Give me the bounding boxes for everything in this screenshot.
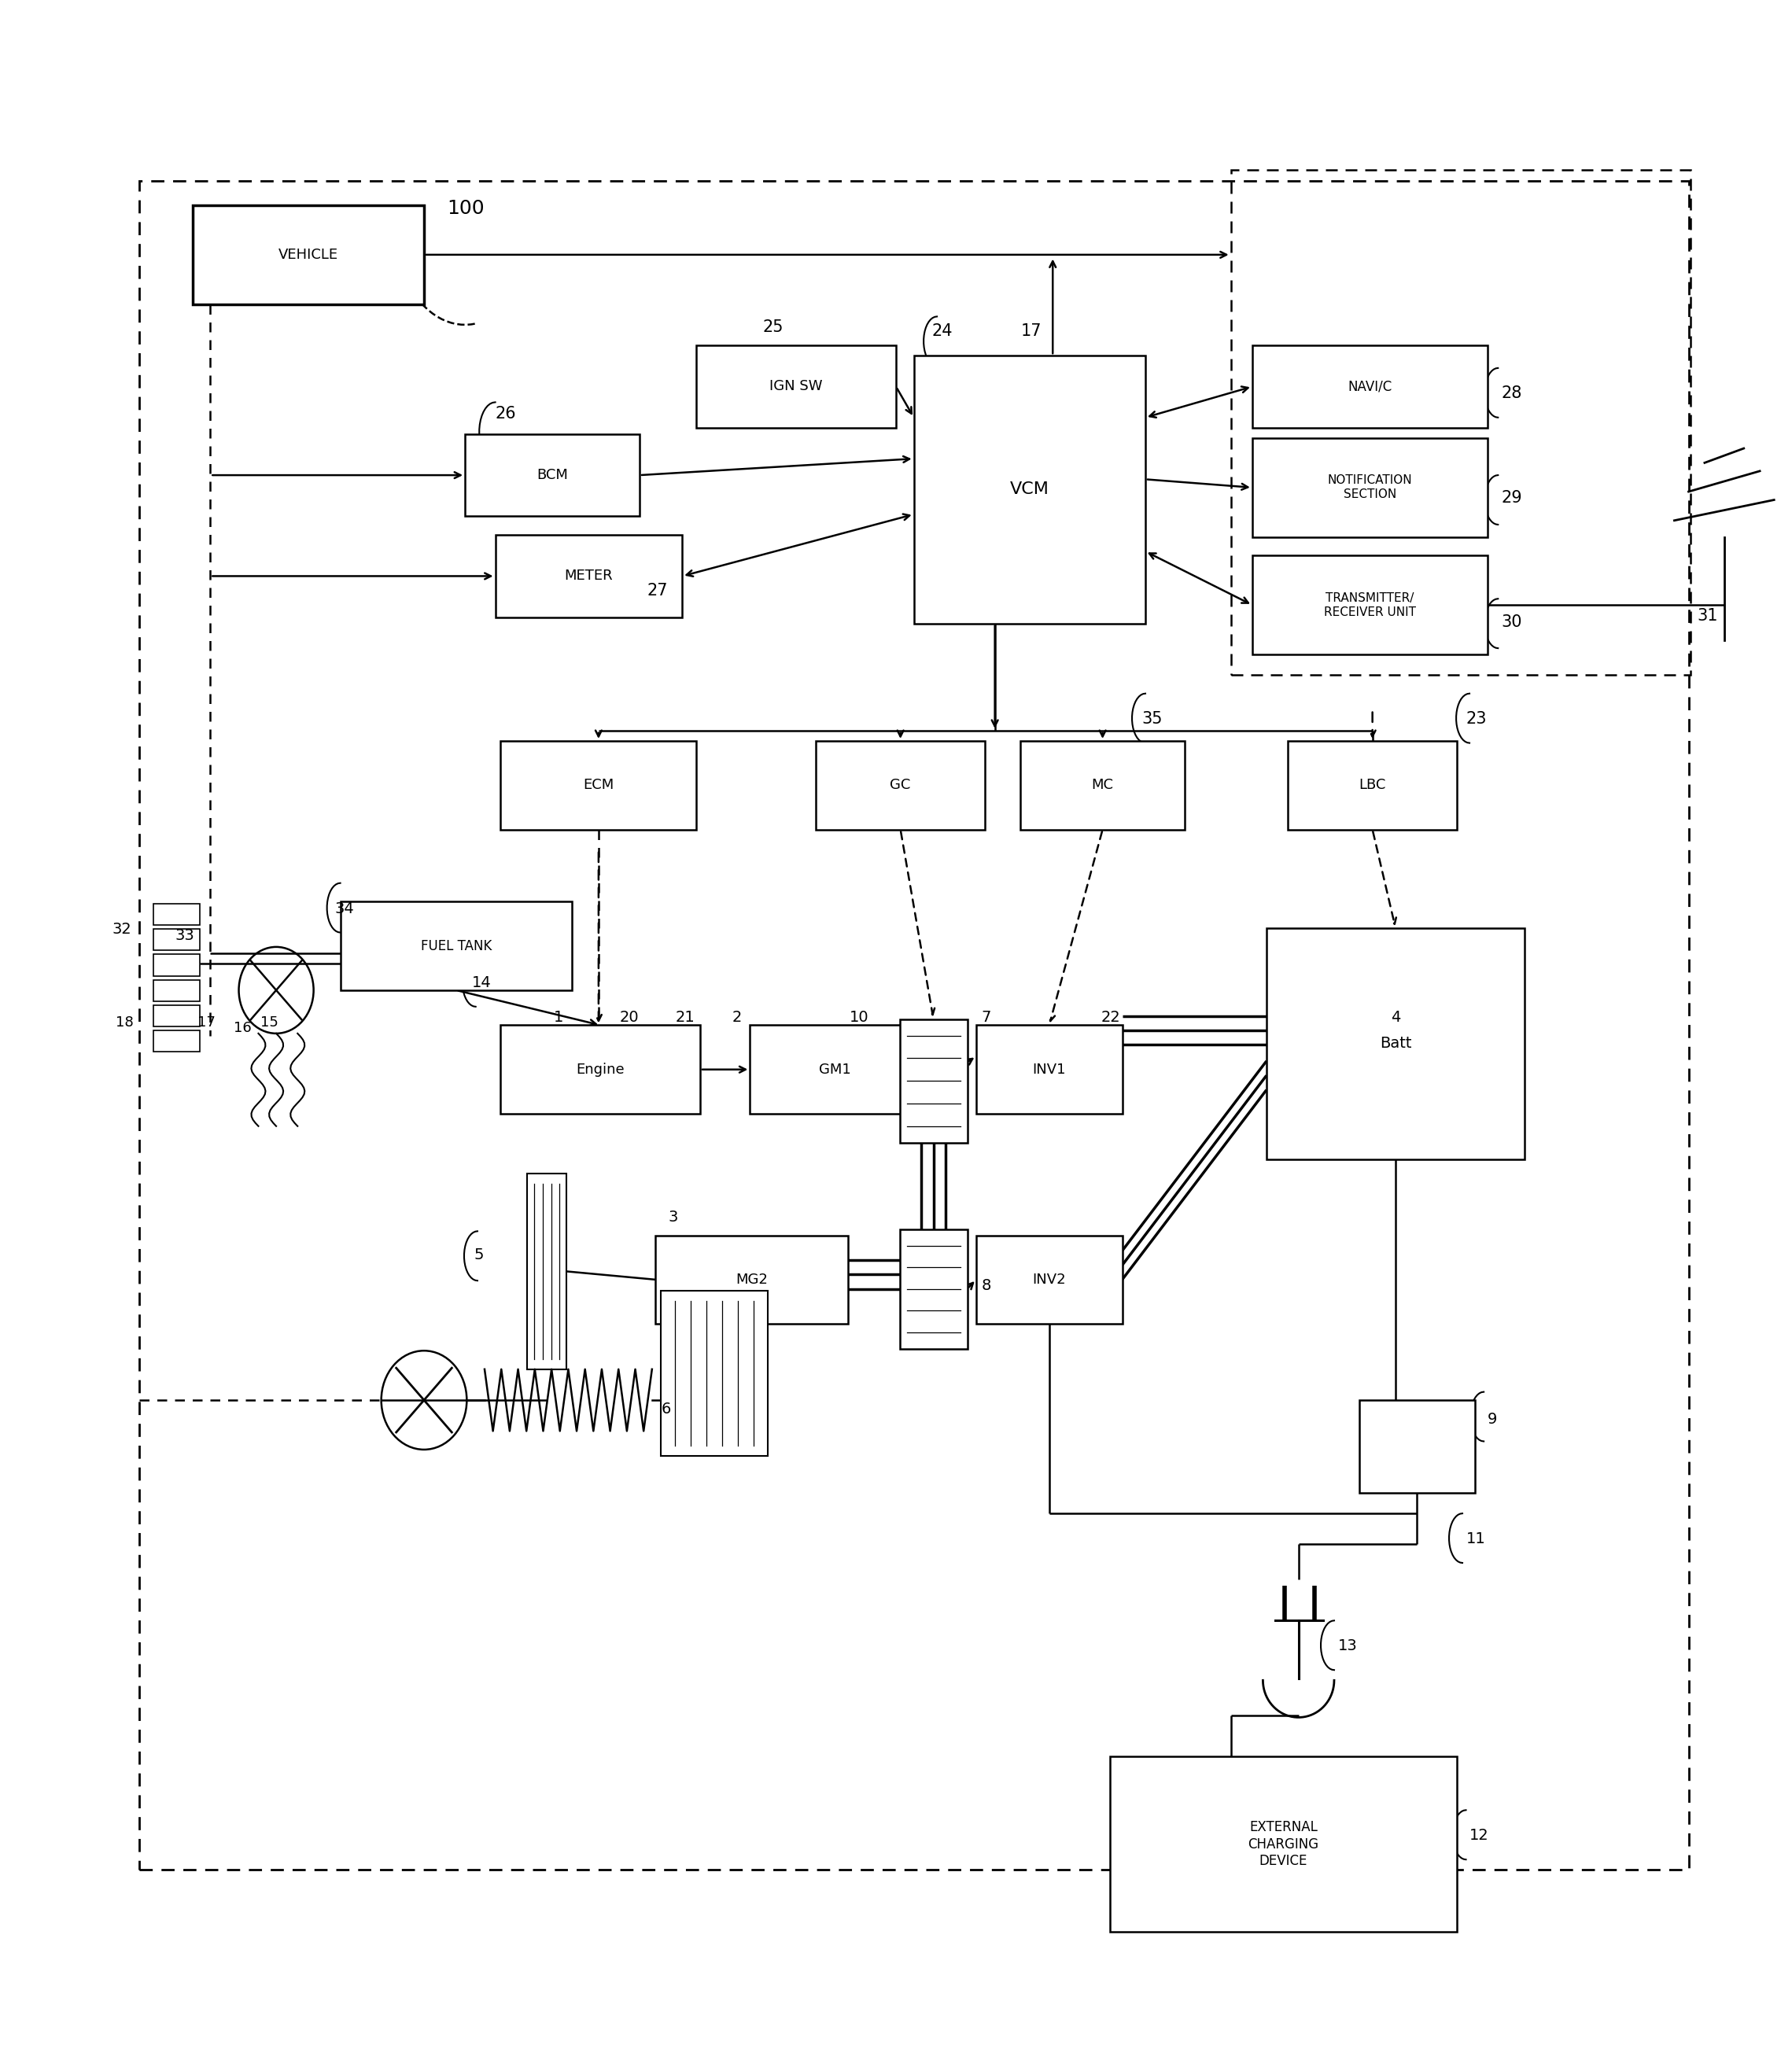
Text: 16: 16 bbox=[233, 1021, 251, 1036]
Text: 15: 15 bbox=[260, 1015, 278, 1029]
Text: GM1: GM1 bbox=[819, 1062, 851, 1077]
Text: 9: 9 bbox=[1487, 1412, 1496, 1427]
Text: INV2: INV2 bbox=[1032, 1272, 1066, 1286]
FancyBboxPatch shape bbox=[1021, 741, 1185, 830]
Text: IGN SW: IGN SW bbox=[771, 379, 823, 393]
Text: 33: 33 bbox=[174, 928, 194, 942]
Bar bbox=[661, 1290, 767, 1456]
FancyBboxPatch shape bbox=[1267, 928, 1525, 1160]
Text: 30: 30 bbox=[1502, 613, 1523, 630]
Text: 17: 17 bbox=[1021, 323, 1041, 340]
Text: 4: 4 bbox=[1391, 1011, 1401, 1025]
Text: 22: 22 bbox=[1100, 1011, 1120, 1025]
Text: MC: MC bbox=[1091, 779, 1113, 793]
Text: 5: 5 bbox=[473, 1247, 484, 1261]
Text: 25: 25 bbox=[762, 319, 783, 336]
Text: 28: 28 bbox=[1502, 385, 1523, 402]
Text: ECM: ECM bbox=[582, 779, 615, 793]
Text: 11: 11 bbox=[1466, 1530, 1486, 1547]
FancyBboxPatch shape bbox=[977, 1234, 1122, 1323]
Bar bbox=[154, 1004, 199, 1027]
Text: FUEL TANK: FUEL TANK bbox=[421, 938, 491, 953]
Text: GC: GC bbox=[891, 779, 910, 793]
Text: 31: 31 bbox=[1697, 607, 1719, 623]
Text: 3: 3 bbox=[668, 1209, 677, 1226]
Bar bbox=[154, 930, 199, 951]
FancyBboxPatch shape bbox=[464, 435, 640, 516]
FancyBboxPatch shape bbox=[900, 1230, 968, 1348]
FancyBboxPatch shape bbox=[1253, 346, 1487, 429]
FancyBboxPatch shape bbox=[1109, 1756, 1457, 1932]
Text: 17: 17 bbox=[197, 1015, 215, 1029]
Bar bbox=[527, 1174, 566, 1369]
FancyBboxPatch shape bbox=[749, 1025, 919, 1114]
FancyBboxPatch shape bbox=[1288, 741, 1457, 830]
Text: 29: 29 bbox=[1502, 491, 1523, 505]
Text: LBC: LBC bbox=[1358, 779, 1385, 793]
Text: 24: 24 bbox=[932, 323, 953, 340]
Bar bbox=[154, 903, 199, 926]
Text: VCM: VCM bbox=[1011, 483, 1048, 497]
Text: MG2: MG2 bbox=[737, 1272, 767, 1286]
FancyBboxPatch shape bbox=[500, 1025, 701, 1114]
FancyBboxPatch shape bbox=[697, 346, 896, 429]
FancyBboxPatch shape bbox=[192, 205, 425, 304]
Text: 10: 10 bbox=[849, 1011, 869, 1025]
FancyBboxPatch shape bbox=[977, 1025, 1122, 1114]
Text: 32: 32 bbox=[113, 922, 133, 936]
Text: INV1: INV1 bbox=[1032, 1062, 1066, 1077]
FancyBboxPatch shape bbox=[1358, 1400, 1475, 1493]
Text: BCM: BCM bbox=[536, 468, 568, 483]
Text: 18: 18 bbox=[116, 1015, 134, 1029]
Text: METER: METER bbox=[564, 570, 613, 584]
Text: 26: 26 bbox=[495, 406, 516, 422]
FancyBboxPatch shape bbox=[340, 901, 572, 990]
FancyBboxPatch shape bbox=[900, 1019, 968, 1143]
Text: 13: 13 bbox=[1337, 1638, 1357, 1653]
Text: EXTERNAL
CHARGING
DEVICE: EXTERNAL CHARGING DEVICE bbox=[1247, 1820, 1319, 1868]
Text: 1: 1 bbox=[554, 1011, 564, 1025]
FancyBboxPatch shape bbox=[815, 741, 986, 830]
FancyBboxPatch shape bbox=[1253, 439, 1487, 536]
Text: 12: 12 bbox=[1469, 1829, 1489, 1843]
Bar bbox=[154, 1031, 199, 1052]
Text: 21: 21 bbox=[676, 1011, 695, 1025]
Text: TRANSMITTER/
RECEIVER UNIT: TRANSMITTER/ RECEIVER UNIT bbox=[1324, 592, 1416, 617]
Bar bbox=[154, 980, 199, 1000]
Text: 34: 34 bbox=[335, 901, 355, 915]
Text: VEHICLE: VEHICLE bbox=[278, 249, 339, 261]
Bar bbox=[154, 955, 199, 975]
Text: NOTIFICATION
SECTION: NOTIFICATION SECTION bbox=[1328, 474, 1412, 501]
Text: Engine: Engine bbox=[575, 1062, 625, 1077]
Text: 27: 27 bbox=[647, 584, 667, 599]
Text: 35: 35 bbox=[1142, 710, 1163, 727]
Text: 7: 7 bbox=[982, 1011, 991, 1025]
FancyBboxPatch shape bbox=[656, 1234, 848, 1323]
Text: NAVI/C: NAVI/C bbox=[1348, 379, 1392, 393]
Text: 20: 20 bbox=[620, 1011, 640, 1025]
FancyBboxPatch shape bbox=[500, 741, 697, 830]
Text: 23: 23 bbox=[1466, 710, 1487, 727]
Text: Batt: Batt bbox=[1380, 1036, 1412, 1052]
Text: 14: 14 bbox=[471, 975, 491, 990]
FancyBboxPatch shape bbox=[495, 534, 683, 617]
FancyBboxPatch shape bbox=[914, 356, 1145, 623]
Text: 6: 6 bbox=[661, 1402, 670, 1417]
Text: 8: 8 bbox=[982, 1278, 991, 1292]
Text: 100: 100 bbox=[448, 199, 484, 217]
FancyBboxPatch shape bbox=[1253, 555, 1487, 654]
Text: 2: 2 bbox=[733, 1011, 742, 1025]
